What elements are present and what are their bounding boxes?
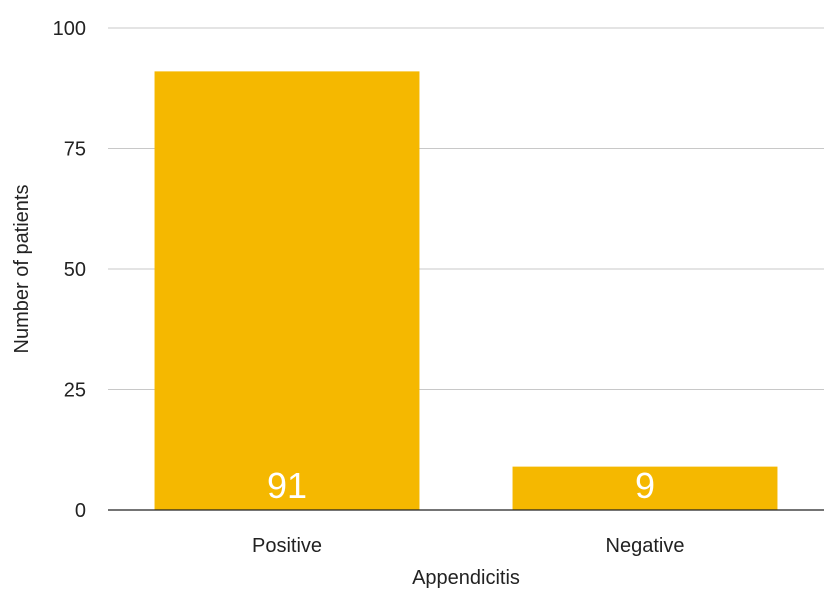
x-tick-label: Positive xyxy=(252,535,322,557)
y-tick-label: 75 xyxy=(64,139,86,161)
y-tick-label: 50 xyxy=(64,259,86,281)
x-tick-label: Negative xyxy=(606,535,685,557)
x-axis-title: Appendicitis xyxy=(412,567,520,589)
x-axis-tick-labels: Positive Negative xyxy=(252,535,684,557)
y-tick-label: 25 xyxy=(64,380,86,402)
y-tick-label: 0 xyxy=(75,500,86,522)
data-label-negative: 9 xyxy=(635,465,655,506)
y-axis-tick-labels: 0 25 50 75 100 xyxy=(53,18,86,522)
data-labels: 91 9 xyxy=(267,465,655,506)
bar-positive xyxy=(154,71,420,510)
y-tick-label: 100 xyxy=(53,18,86,40)
bars xyxy=(154,71,778,510)
y-axis-title: Number of patients xyxy=(11,185,33,354)
data-label-positive: 91 xyxy=(267,465,307,506)
bar-negative xyxy=(512,466,778,510)
